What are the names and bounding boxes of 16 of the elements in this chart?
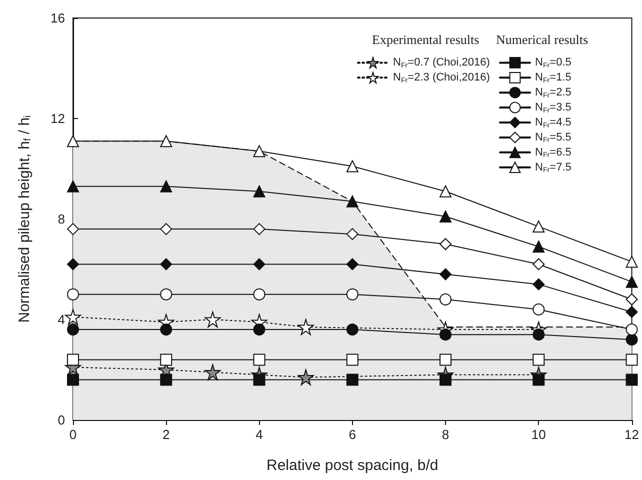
x-tick-label: 0 [69, 427, 77, 442]
y-tick-label: 0 [58, 412, 65, 428]
annotation: Experimental results [372, 32, 480, 47]
y-tick-label: 8 [58, 212, 65, 226]
x-axis-title: Relative post spacing, b/d [266, 457, 438, 474]
x-tick-label: 8 [442, 427, 450, 442]
y-tick-label: 16 [50, 10, 65, 26]
y-tick-label: 4 [58, 312, 65, 327]
x-tick-label: 12 [624, 427, 640, 442]
x-tick-label: 2 [162, 427, 170, 442]
y-tick-label: 12 [50, 111, 65, 126]
annotation: Numerical results [496, 32, 588, 47]
x-tick-label: 6 [348, 427, 356, 442]
x-tick-label: 10 [531, 427, 546, 442]
y-axis-title: Normalised pileup height, hf / hi [16, 115, 34, 323]
x-tick-label: 4 [256, 427, 263, 442]
